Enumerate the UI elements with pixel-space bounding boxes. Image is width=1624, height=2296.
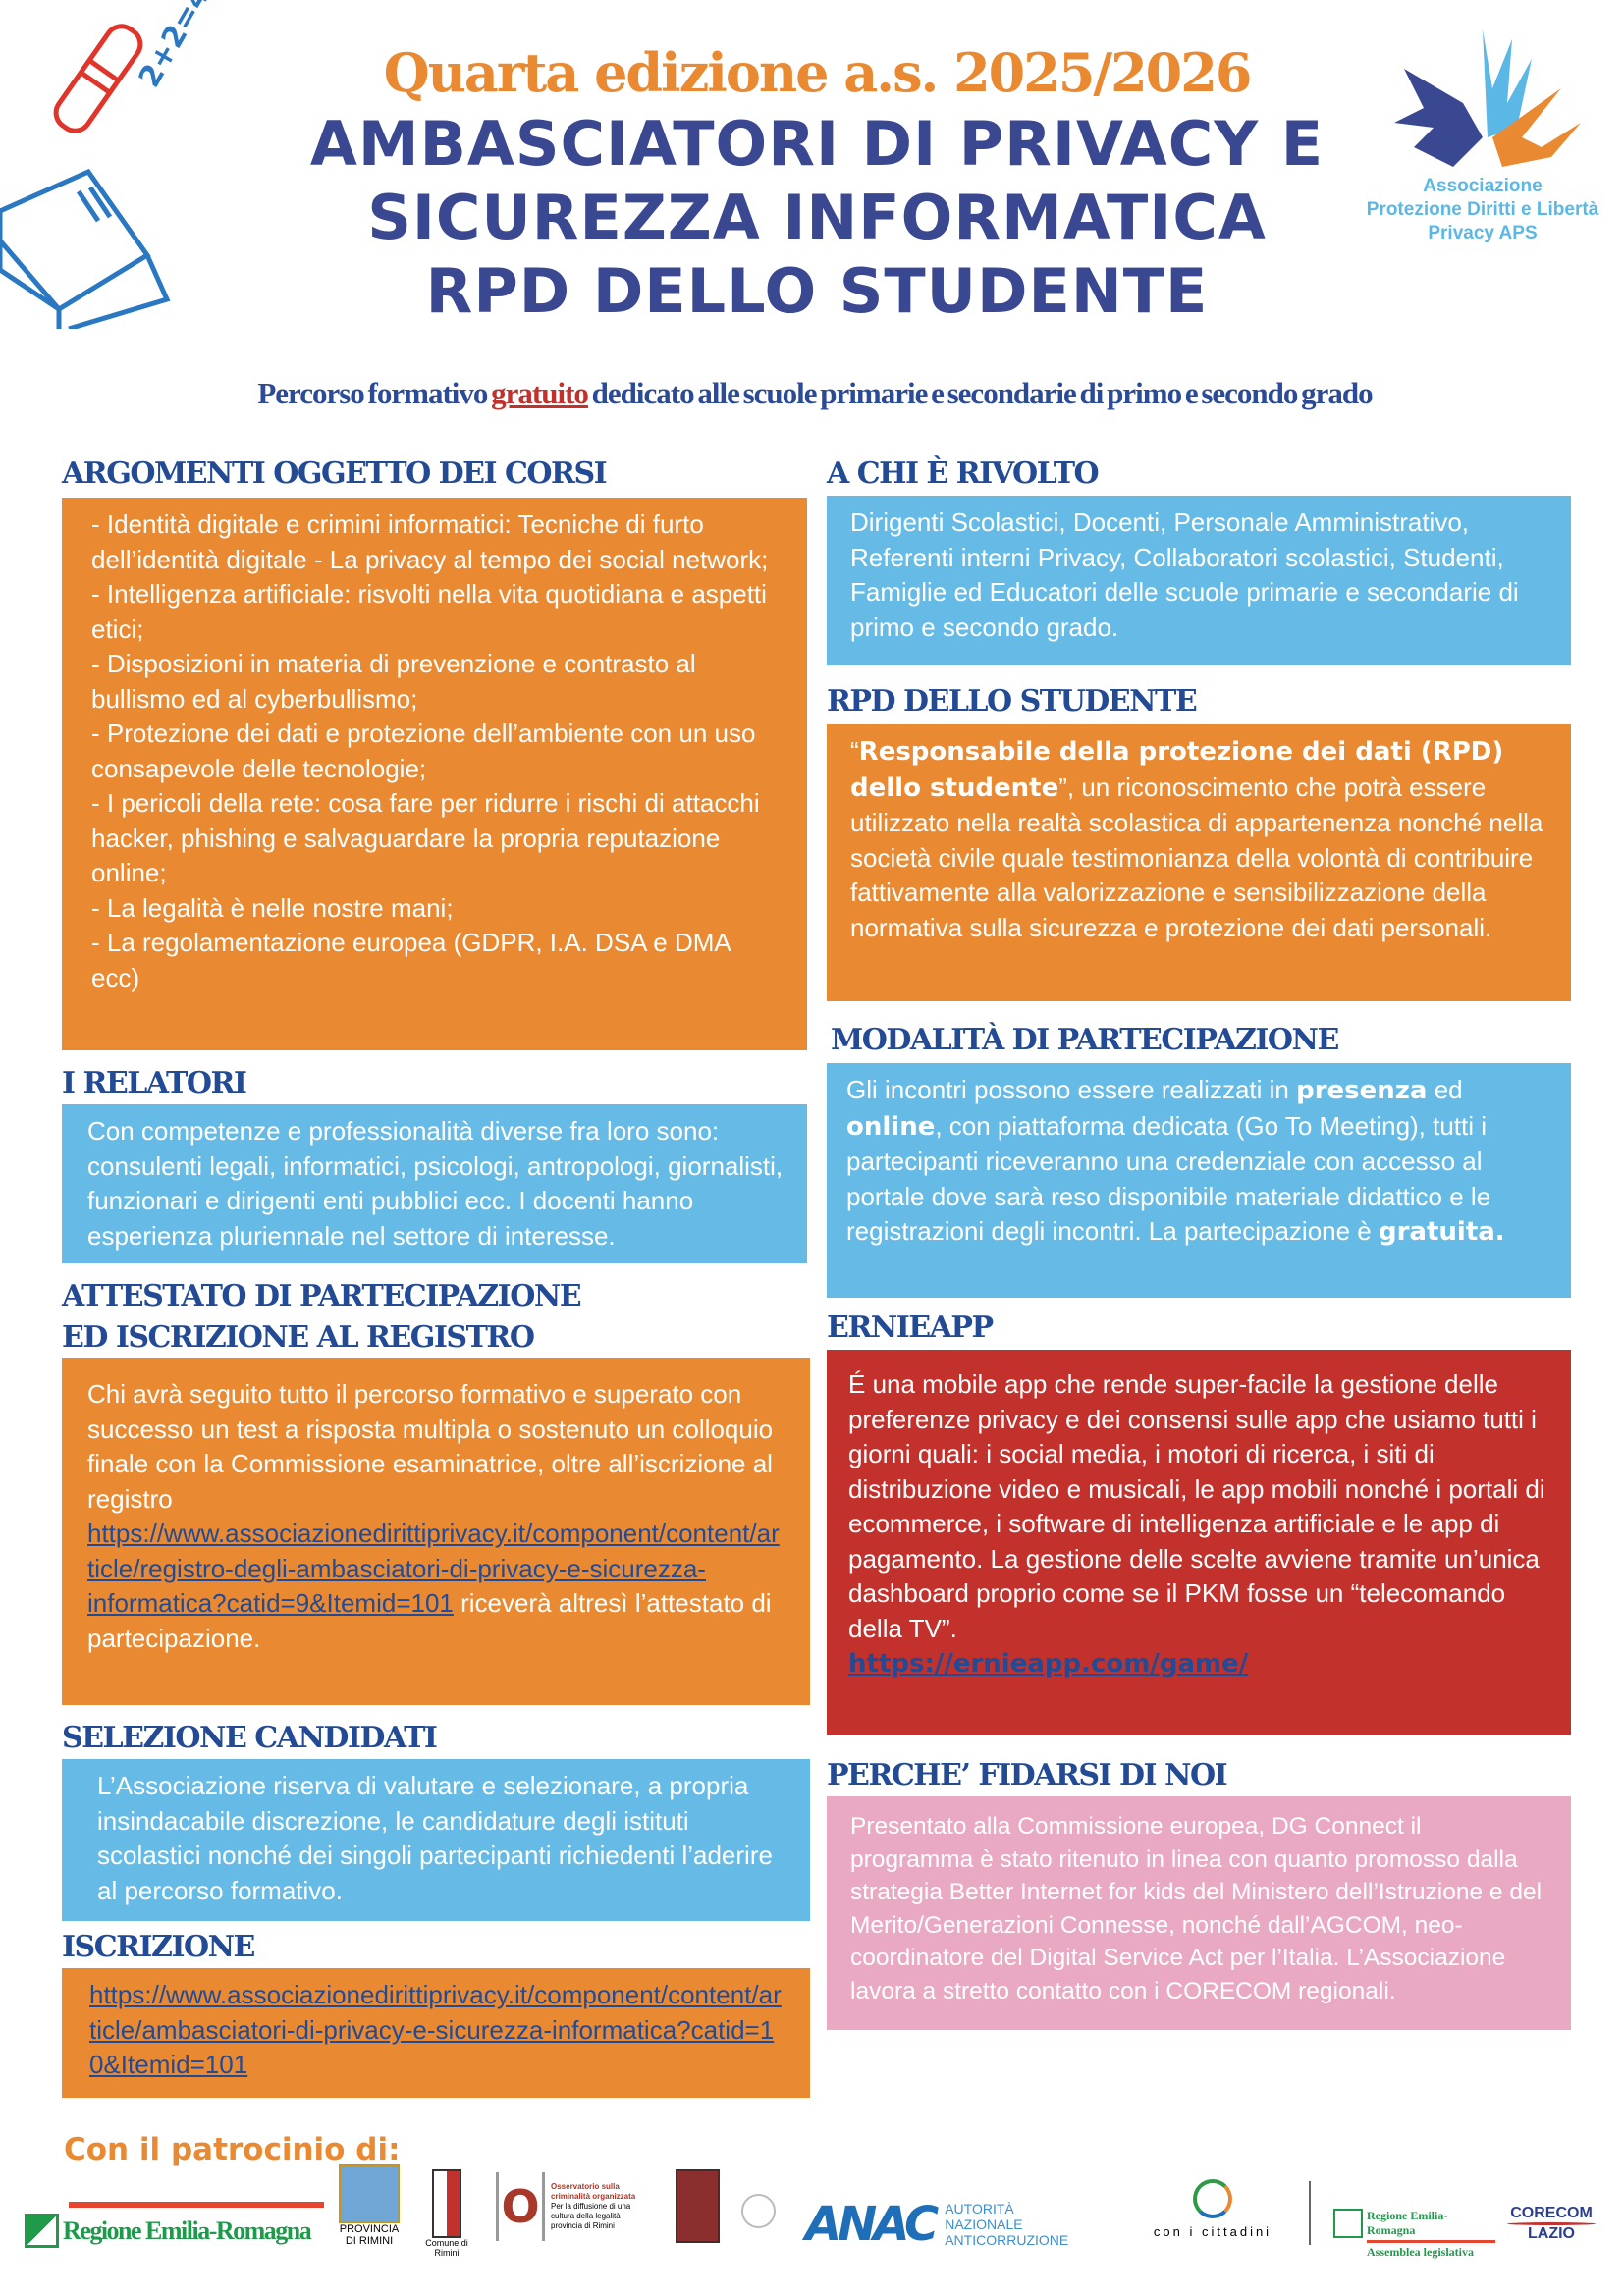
ernieapp-box: É una mobile app che rende super-facile …: [827, 1350, 1571, 1735]
footer-divider: [1309, 2181, 1311, 2245]
attestato-heading-1: ATTESTATO DI PARTECIPAZIONE: [62, 1279, 582, 1313]
perche-box: Presentato alla Commissione europea, DG …: [827, 1796, 1571, 2030]
relatori-box: Con competenze e professionalità diverse…: [62, 1104, 807, 1263]
perche-heading: PERCHE’ FIDARSI DI NOI: [827, 1758, 1228, 1792]
selezione-heading: SELEZIONE CANDIDATI: [62, 1721, 438, 1755]
subtitle: Percorso formativo gratuito dedicato all…: [257, 376, 1373, 410]
a-chi-box: Dirigenti Scolastici, Docenti, Personale…: [827, 496, 1571, 665]
association-logo-text: Associazione Protezione Diritti e Libertà…: [1366, 176, 1599, 243]
osservatorio-logo: O Osservatorio sulla criminalità organizz…: [496, 2172, 663, 2241]
patrocinio-label: Con il patrocinio di:: [64, 2132, 401, 2167]
italian-emblem-logo: [741, 2194, 776, 2228]
iscrizione-box: https://www.associazionedirittiprivacy.i…: [62, 1968, 810, 2098]
a-chi-heading: A CHI È RIVOLTO: [827, 456, 1100, 491]
assemblea-logo: Regione Emilia-Romagna Assemblea legislat…: [1333, 2209, 1495, 2260]
attestato-box: Chi avrà seguito tutto il percorso forma…: [62, 1358, 810, 1705]
anac-logo: ANAC AUTORITÀ NAZIONALE ANTICORRUZIONE: [805, 2197, 1069, 2252]
eraser-icon: [53, 24, 143, 133]
selezione-box: L’Associazione riserva di valutare e sel…: [62, 1759, 810, 1921]
iscrizione-heading: ISCRIZIONE: [62, 1930, 255, 1964]
provincia-rimini-logo: PROVINCIA DI RIMINI: [339, 2164, 400, 2247]
hands-logo-icon: [1394, 29, 1581, 167]
modalita-box: Gli incontri possono essere realizzati i…: [827, 1063, 1571, 1298]
coat-of-arms-logo: [676, 2169, 720, 2243]
gratuito-highlight: gratuito: [491, 376, 589, 410]
corecom-lazio-logo: CORECOM LAZIO: [1507, 2205, 1596, 2243]
modalita-heading: MODALITÀ DI PARTECIPAZIONE: [831, 1023, 1339, 1057]
argomenti-box: - Identità digitale e crimini informatic…: [62, 498, 807, 1050]
emilia-romagna-logo: Regione Emilia-Romagna: [25, 2202, 324, 2248]
rpd-box: “Responsabile della protezione dei dati …: [827, 724, 1571, 1001]
ernieapp-heading: ERNIEAPP: [827, 1310, 994, 1345]
books-icon: [0, 168, 171, 329]
attestato-heading-2: ED ISCRIZIONE AL REGISTRO: [62, 1320, 535, 1355]
con-i-cittadini-logo: con i cittadini: [1139, 2179, 1286, 2239]
main-title-line-2: SICUREZZA INFORMATICA: [367, 182, 1267, 253]
iscrizione-link[interactable]: https://www.associazionedirittiprivacy.i…: [89, 1980, 782, 2079]
comune-rimini-logo: Comune di Rimini: [412, 2169, 481, 2258]
argomenti-heading: ARGOMENTI OGGETTO DEI CORSI: [62, 456, 608, 491]
main-title-line-3: RPD DELLO STUDENTE: [425, 255, 1209, 327]
edition-title: Quarta edizione a.s. 2025/2026: [383, 41, 1253, 104]
registro-link[interactable]: https://www.associazionedirittiprivacy.i…: [87, 1519, 780, 1618]
main-title-line-1: AMBASCIATORI DI PRIVACY E: [309, 108, 1325, 180]
rpd-heading: RPD DELLO STUDENTE: [827, 684, 1198, 719]
ernieapp-link[interactable]: https://ernieapp.com/game/: [848, 1649, 1249, 1679]
relatori-heading: I RELATORI: [62, 1066, 247, 1100]
